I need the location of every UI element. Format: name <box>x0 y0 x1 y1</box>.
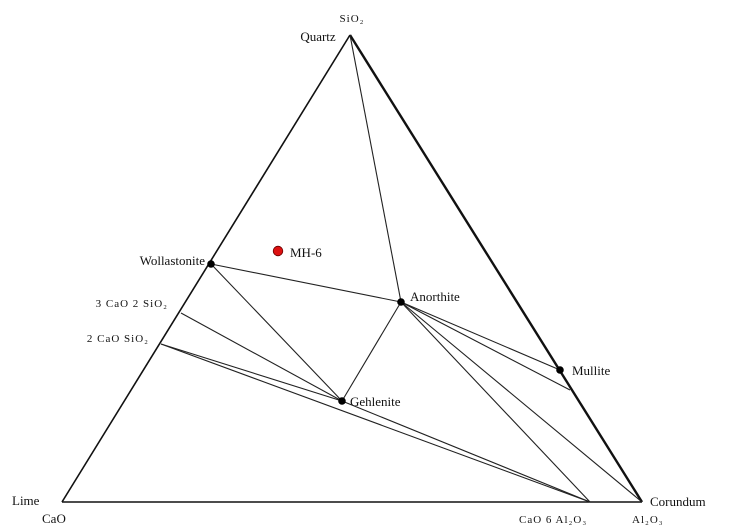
tieline-anorthite-gehlenite <box>341 301 402 402</box>
label-wollastonite: Wollastonite <box>140 253 206 268</box>
tieline-anorthite-mullite-b <box>400 301 571 391</box>
point-mullite <box>556 366 564 374</box>
tieline-quartz-anorthite <box>349 34 402 303</box>
label-anorthite: Anorthite <box>410 289 460 304</box>
tieline-anorthite-mullite-a <box>400 301 561 371</box>
tieline-c3s2-gehlenite <box>180 312 343 402</box>
tieline-gehlenite-ca6 <box>341 400 591 503</box>
tieline-wollastonite-anorthite <box>210 263 402 303</box>
tieline-wollastonite-gehlenite <box>210 263 343 402</box>
label-lime: Lime <box>12 493 40 508</box>
edge-sio2-al2o3 <box>348 34 644 503</box>
point-gehlenite <box>338 397 346 405</box>
label-ca6: CaO 6 Al₂O₃ <box>519 514 587 526</box>
point-wollastonite <box>207 260 215 268</box>
label-al2o3: Al₂O₃ <box>632 514 664 526</box>
label-gehlenite: Gehlenite <box>350 394 401 409</box>
sample-point-mh6 <box>272 245 284 257</box>
label-cao: CaO <box>42 511 66 526</box>
tieline-c2s-ca6 <box>160 343 591 503</box>
point-anorthite <box>397 298 405 306</box>
tieline-anorthite-corundum <box>400 301 643 503</box>
label-sample-mh6: MH-6 <box>290 245 322 260</box>
label-c2s: 2 CaO SiO₂ <box>87 333 149 345</box>
label-mullite: Mullite <box>572 363 611 378</box>
label-corundum: Corundum <box>650 494 706 509</box>
label-sio2: SiO₂ <box>340 13 365 25</box>
label-quartz: Quartz <box>300 29 336 44</box>
tieline-c2s-gehlenite <box>160 343 343 402</box>
edge-cao-sio2 <box>61 34 351 503</box>
tieline-anorthite-ca6 <box>400 301 591 503</box>
label-c3s2: 3 CaO 2 SiO₂ <box>96 298 168 310</box>
